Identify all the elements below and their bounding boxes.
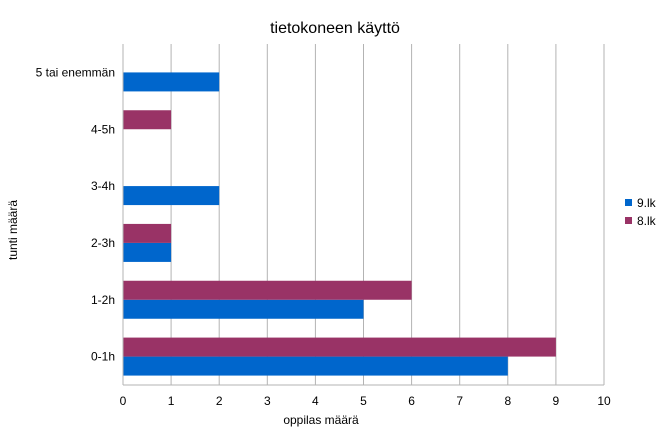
axes: 0 1 2 3 4 5 6 7 8 9 10 0-1h 1-2h 2-3h 3-4h 4-5h 5 tai en… — [36, 44, 611, 408]
x-tick-label: 0 — [120, 394, 127, 408]
x-tick-label: 8 — [504, 394, 511, 408]
bar-9.lk-5 tai enemmän — [123, 72, 220, 92]
y-tick-label: 1-2h — [91, 293, 115, 307]
x-tick-label: 6 — [408, 394, 415, 408]
y-axis-label: tunti määrä — [6, 200, 20, 260]
legend: 9.lk 8.lk — [625, 196, 657, 228]
y-tick-label: 5 tai enemmän — [36, 65, 115, 79]
bar-9.lk-2-3h — [123, 242, 172, 262]
legend-label: 8.lk — [637, 214, 657, 228]
bars — [123, 72, 556, 376]
x-axis-label: oppilas määrä — [283, 413, 359, 427]
x-tick-label: 1 — [168, 394, 175, 408]
x-tick-label: 9 — [553, 394, 560, 408]
x-tick-label: 4 — [312, 394, 319, 408]
y-tick-label: 4-5h — [91, 122, 115, 136]
legend-swatch-9.lk — [625, 199, 632, 206]
bar-8.lk-0-1h — [123, 337, 556, 357]
bar-9.lk-1-2h — [123, 299, 364, 319]
bar-9.lk-3-4h — [123, 186, 220, 206]
chart-title: tietokoneen käyttö — [270, 20, 400, 37]
y-tick-label: 3-4h — [91, 179, 115, 193]
x-tick-label: 10 — [597, 394, 611, 408]
bar-9.lk-0-1h — [123, 356, 508, 376]
y-tick-label: 0-1h — [91, 350, 115, 364]
x-tick-label: 2 — [216, 394, 223, 408]
legend-label: 9.lk — [637, 196, 657, 210]
bar-8.lk-4-5h — [123, 110, 172, 130]
bar-8.lk-1-2h — [123, 280, 412, 300]
x-tick-label: 3 — [264, 394, 271, 408]
legend-swatch-8.lk — [625, 217, 632, 224]
gridlines — [170, 44, 605, 385]
bar-8.lk-2-3h — [123, 223, 172, 243]
y-tick-label: 2-3h — [91, 236, 115, 250]
x-tick-label: 7 — [456, 394, 463, 408]
x-tick-label: 5 — [360, 394, 367, 408]
